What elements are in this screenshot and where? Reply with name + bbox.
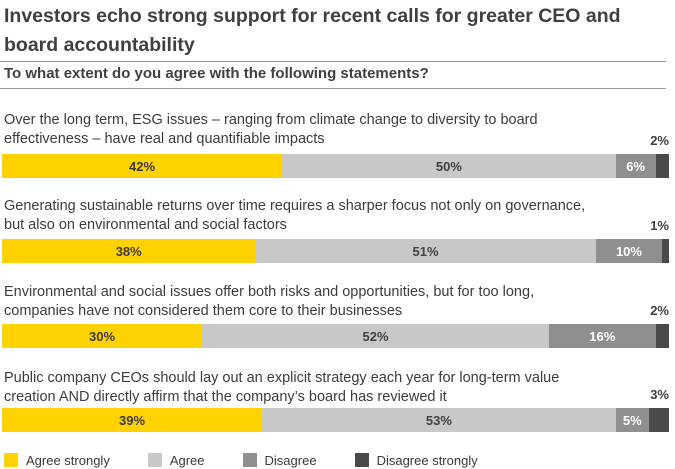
bar-segment-disagree-strongly-2 (662, 239, 669, 263)
statement-2: Generating sustainable returns over time… (4, 198, 586, 233)
bar-segment-disagree-strongly-3 (655, 324, 669, 348)
bar-segment-agree-strongly-3: 30% (2, 324, 203, 348)
bar-segment-agree-strongly-1: 42% (2, 154, 283, 178)
legend-item-disagree-strongly: Disagree strongly (354, 452, 478, 468)
bar-segment-agree-1: 50% (282, 154, 616, 178)
bar-segment-agree-4: 53% (262, 408, 616, 432)
chart-title: Investors echo strong support for recent… (4, 5, 621, 56)
bar-label-disagree-3: 16% (589, 328, 616, 344)
legend-label-disagree-strongly: Disagree strongly (376, 452, 478, 468)
legend-item-agree-strongly: Agree strongly (4, 453, 110, 468)
chart-subtitle: To what extent do you agree with the fol… (4, 65, 429, 82)
subtitle-rule (0, 88, 666, 89)
legend-label-agree-strongly: Agree strongly (26, 452, 110, 468)
legend-swatch-agree (147, 453, 162, 467)
stacked-bar-3: 30% 52% 16% (2, 324, 669, 348)
bar-label-agree-strongly-1: 42% (129, 158, 156, 174)
bar-label-agree-strongly-3: 30% (89, 328, 116, 344)
statement-1: Over the long term, ESG issues – ranging… (4, 112, 538, 147)
bar-segment-disagree-strongly-4 (648, 408, 669, 432)
stacked-bar-1: 42% 50% 6% (2, 154, 669, 178)
bar-label-agree-4: 53% (425, 412, 452, 428)
bar-label-disagree-strongly-2: 1% (650, 218, 669, 233)
bar-label-disagree-strongly-1: 2% (650, 133, 669, 148)
bar-label-disagree-4: 5% (622, 412, 642, 428)
legend-label-disagree: Disagree (264, 452, 317, 468)
bar-label-agree-strongly-4: 39% (119, 412, 146, 428)
bar-segment-disagree-2: 10% (595, 239, 663, 263)
stacked-bar-4: 39% 53% 5% (2, 408, 669, 432)
statement-3: Environmental and social issues offer bo… (4, 284, 535, 319)
bar-segment-agree-strongly-2: 38% (2, 239, 256, 263)
bar-label-agree-3: 52% (362, 328, 389, 344)
bar-segment-disagree-3: 16% (548, 324, 656, 348)
legend: Agree strongly Agree Disagree Disagree stro… (4, 451, 516, 469)
legend-swatch-disagree-strongly (354, 453, 369, 467)
legend-item-disagree: Disagree (242, 452, 317, 468)
bar-label-agree-strongly-2: 38% (115, 243, 142, 259)
bar-segment-agree-strongly-4: 39% (2, 408, 263, 432)
bar-segment-agree-2: 51% (255, 239, 596, 263)
bar-label-disagree-strongly-3: 2% (650, 303, 669, 318)
title-rule (0, 61, 666, 62)
stacked-bar-2: 38% 51% 10% (2, 239, 669, 263)
bar-label-disagree-2: 10% (615, 243, 642, 259)
legend-item-agree: Agree (147, 452, 205, 468)
bar-label-agree-1: 50% (435, 158, 462, 174)
legend-swatch-disagree (242, 453, 257, 467)
bar-label-disagree-1: 6% (626, 158, 646, 174)
legend-label-agree: Agree (169, 452, 205, 468)
bar-label-agree-2: 51% (412, 243, 439, 259)
bar-segment-disagree-strongly-1 (655, 154, 669, 178)
legend-swatch-agree-strongly (4, 453, 18, 467)
statement-4: Public company CEOs should lay out an ex… (4, 370, 560, 405)
bar-segment-disagree-1: 6% (615, 154, 656, 178)
bar-segment-disagree-4: 5% (615, 408, 649, 432)
bar-label-disagree-strongly-4: 3% (650, 387, 669, 402)
bar-segment-agree-3: 52% (202, 324, 549, 348)
